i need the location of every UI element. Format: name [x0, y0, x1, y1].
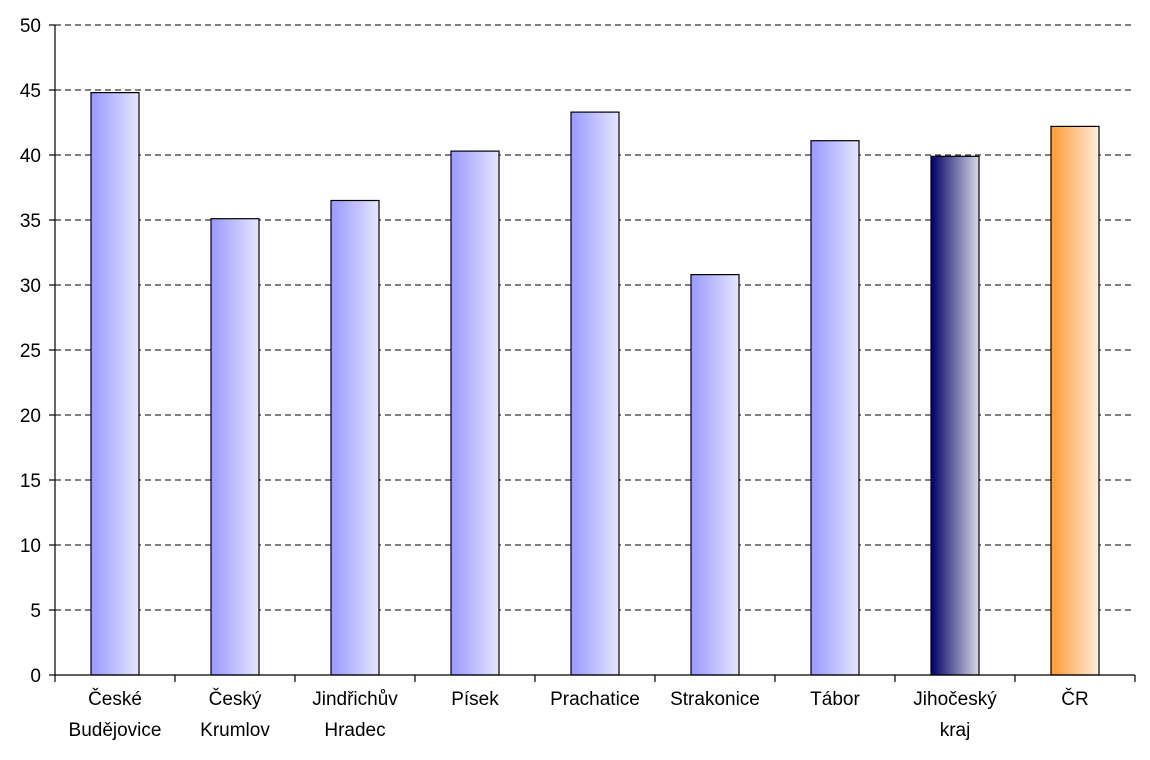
x-category-label: Písek — [451, 689, 499, 710]
y-tick-label: 45 — [20, 81, 41, 102]
x-category-label: Prachatice — [550, 689, 640, 710]
y-tick-label: 5 — [30, 601, 41, 622]
y-tick-label: 0 — [30, 666, 41, 687]
y-tick-label: 10 — [20, 536, 41, 557]
x-category-label: Tábor — [810, 689, 860, 710]
x-category-label: Krumlov — [200, 720, 270, 741]
bar — [210, 218, 260, 676]
y-tick-label: 15 — [20, 471, 41, 492]
x-axis: České Budějovice Český Krumlov Jindřichův Hra… — [54, 674, 1136, 741]
bar — [570, 111, 620, 676]
x-category-label: Český — [209, 688, 262, 710]
bar — [810, 140, 860, 676]
x-category-label: ČR — [1061, 688, 1088, 710]
y-tick-label: 20 — [20, 406, 41, 427]
y-tick-label: 25 — [20, 341, 41, 362]
x-category-label: Hradec — [324, 720, 385, 741]
x-category-label: České — [88, 688, 142, 710]
bars — [90, 91, 1100, 676]
x-category-label: kraj — [940, 720, 971, 741]
x-category-label: Jihočeský — [913, 689, 997, 710]
bar — [1050, 125, 1100, 676]
y-tick-label: 30 — [20, 276, 41, 297]
x-category-label: Jindřichův — [312, 689, 398, 710]
y-tick-label: 35 — [20, 211, 41, 232]
y-tick-label: 40 — [20, 146, 41, 167]
bar — [930, 155, 980, 676]
bar — [690, 274, 740, 676]
y-tick-label: 50 — [20, 16, 41, 37]
x-category-label: Strakonice — [670, 689, 760, 710]
bar — [90, 91, 140, 676]
x-category-label: Budějovice — [69, 720, 162, 741]
y-axis: 0 5 10 15 20 25 30 35 40 45 50 — [20, 16, 56, 687]
bar — [330, 199, 380, 676]
bar — [450, 150, 500, 676]
